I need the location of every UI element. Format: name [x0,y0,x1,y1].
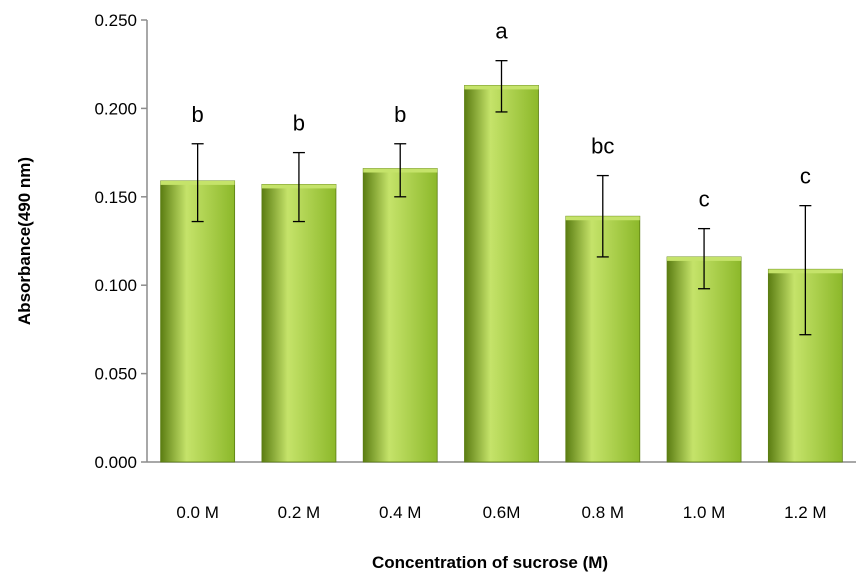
significance-label: b [192,102,204,127]
y-tick-label: 0.000 [94,453,137,472]
bar [565,215,641,463]
x-category-label: 1.2 M [784,503,827,522]
y-tick-label: 0.150 [94,188,137,207]
y-tick-label: 0.200 [94,99,137,118]
x-category-label: 0.6M [483,503,521,522]
significance-label: bc [591,134,614,159]
bar [362,168,438,463]
y-tick-label: 0.250 [94,11,137,30]
error-bar [292,151,305,223]
bars [160,85,843,463]
x-category-labels: 0.0 M 0.2 M 0.4 M 0.6M 0.8 M 1.0 M 1.2 M [176,503,826,522]
y-ticks: 0.000 0.050 0.100 0.150 0.200 0.250 [94,11,147,472]
error-bar [698,227,711,290]
y-axis-title: Absorbance(490 nm) [15,157,34,325]
error-bars [191,60,812,336]
bar [464,85,539,463]
significance-label: b [394,102,406,127]
significance-label: a [495,19,508,44]
y-tick-label: 0.050 [94,365,137,384]
x-category-label: 0.8 M [582,503,625,522]
significance-label: c [800,164,811,189]
y-tick-label: 0.100 [94,276,137,295]
x-category-label: 0.2 M [278,503,321,522]
bar [666,256,742,463]
x-category-label: 1.0 M [683,503,726,522]
x-category-label: 0.0 M [176,503,219,522]
x-axis-title: Concentration of sucrose (M) [372,553,608,572]
bar [160,180,236,463]
error-bar [191,143,204,223]
error-bar [495,60,508,113]
bar [261,184,337,463]
x-category-label: 0.4 M [379,503,422,522]
error-bar [394,143,407,198]
significance-label: c [699,187,710,212]
error-bar [596,174,609,258]
significance-labels: b b b a bc c c [192,19,811,212]
error-bar [799,204,812,336]
significance-label: b [293,111,305,136]
